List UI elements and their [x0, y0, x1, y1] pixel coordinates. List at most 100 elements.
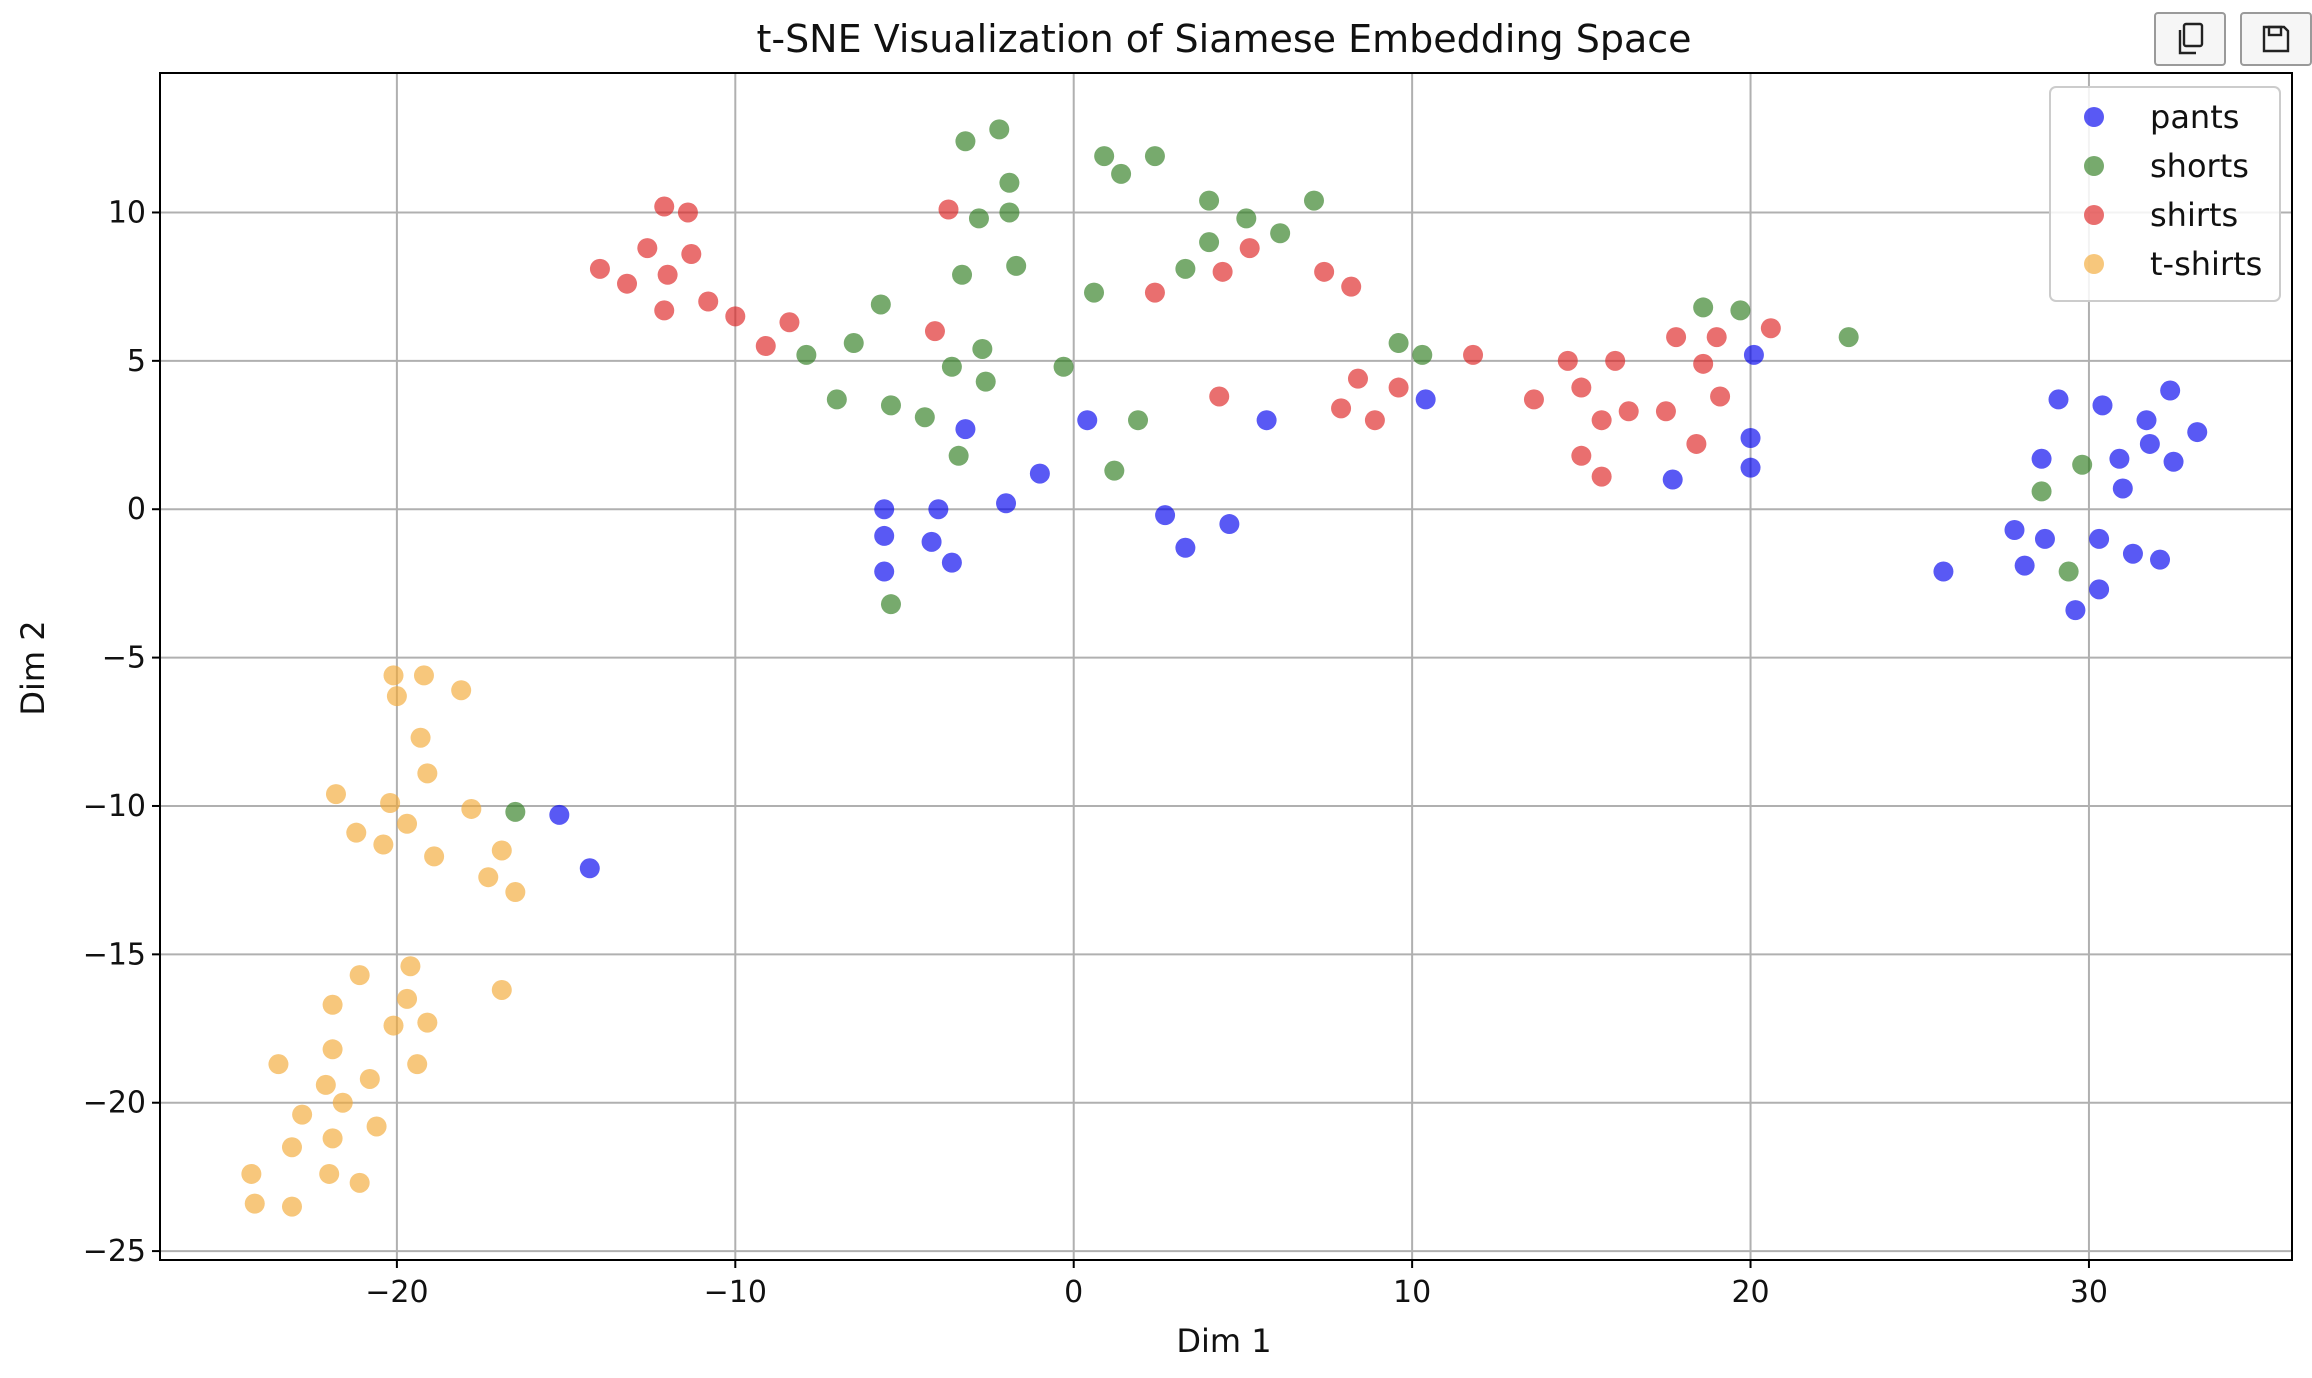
point-pants — [2092, 395, 2113, 416]
point-t-shirts — [461, 798, 482, 819]
point-shorts — [955, 131, 976, 152]
point-pants — [1415, 389, 1436, 410]
point-shorts — [1236, 208, 1257, 229]
point-pants — [1077, 410, 1098, 431]
point-shirts — [725, 306, 746, 327]
point-shorts — [948, 445, 969, 466]
point-pants — [2160, 380, 2181, 401]
legend-label-shirts: shirts — [2150, 196, 2238, 234]
point-shirts — [1571, 445, 1592, 466]
y-tick-label: −15 — [83, 937, 146, 972]
point-pants — [1155, 505, 1176, 526]
point-shorts — [2072, 454, 2093, 475]
point-shorts — [1053, 356, 1074, 377]
copy-icon — [2178, 22, 2204, 55]
point-shorts — [968, 208, 989, 229]
point-shirts — [938, 199, 959, 220]
point-pants — [2089, 579, 2110, 600]
point-shirts — [654, 300, 675, 321]
point-shorts — [999, 202, 1020, 223]
point-shorts — [989, 119, 1010, 140]
point-pants — [928, 499, 949, 520]
y-tick-label: −20 — [83, 1086, 146, 1121]
point-t-shirts — [349, 1172, 370, 1193]
point-pants — [2034, 528, 2055, 549]
point-t-shirts — [424, 846, 445, 867]
point-pants — [2112, 478, 2133, 499]
point-shorts — [1104, 460, 1125, 481]
point-t-shirts — [417, 1012, 438, 1033]
point-shorts — [843, 333, 864, 354]
point-t-shirts — [366, 1116, 387, 1137]
point-shorts — [1303, 190, 1324, 211]
point-shorts — [941, 356, 962, 377]
point-t-shirts — [281, 1137, 302, 1158]
point-pants — [955, 419, 976, 440]
point-shorts — [1128, 410, 1149, 431]
point-shorts — [880, 594, 901, 615]
point-pants — [2048, 389, 2069, 410]
point-shirts — [657, 264, 678, 285]
point-pants — [1743, 344, 1764, 365]
legend-box — [2049, 86, 2281, 302]
point-shorts — [1094, 146, 1115, 167]
point-shirts — [589, 258, 610, 279]
point-pants — [1175, 537, 1196, 558]
point-t-shirts — [383, 1015, 404, 1036]
point-shirts — [617, 273, 638, 294]
point-shorts — [1730, 300, 1751, 321]
point-shorts — [1199, 232, 1220, 253]
point-t-shirts — [386, 686, 407, 707]
point-shorts — [1175, 258, 1196, 279]
point-t-shirts — [268, 1054, 289, 1075]
point-t-shirts — [451, 680, 472, 701]
point-t-shirts — [491, 840, 512, 861]
point-shorts — [1199, 190, 1220, 211]
point-shirts — [1591, 410, 1612, 431]
point-pants — [2065, 600, 2086, 621]
point-shirts — [1331, 398, 1352, 419]
save-button[interactable] — [2240, 12, 2312, 66]
point-pants — [2163, 451, 2184, 472]
point-pants — [921, 531, 942, 552]
point-shirts — [681, 244, 702, 265]
point-shirts — [1686, 433, 1707, 454]
legend-marker-shorts — [2084, 156, 2104, 176]
point-pants — [874, 499, 895, 520]
point-pants — [2109, 448, 2130, 469]
point-shirts — [1347, 368, 1368, 389]
point-shirts — [1314, 261, 1335, 282]
point-shirts — [779, 312, 800, 333]
x-tick-label: 0 — [1064, 1275, 1083, 1310]
legend-marker-pants — [2084, 107, 2104, 127]
point-shirts — [654, 196, 675, 217]
axis-ticks: −20 −10 0 10 20 30 −25 −20 −15 −10 −5 0 5 10 — [83, 195, 2108, 1310]
point-shorts — [880, 395, 901, 416]
point-t-shirts — [380, 793, 401, 814]
legend-marker-t-shirts — [2084, 254, 2104, 274]
point-t-shirts — [397, 813, 418, 834]
y-tick-label: 5 — [127, 344, 146, 379]
point-shirts — [1605, 350, 1626, 371]
point-pants — [2136, 410, 2157, 431]
plot-frame — [159, 72, 2293, 1261]
point-shirts — [1618, 401, 1639, 422]
point-t-shirts — [322, 1128, 343, 1149]
legend-marker-shirts — [2084, 205, 2104, 225]
copy-button[interactable] — [2154, 12, 2226, 66]
point-pants — [2031, 448, 2052, 469]
point-shorts — [952, 264, 973, 285]
point-t-shirts — [383, 665, 404, 686]
point-shirts — [1557, 350, 1578, 371]
point-shorts — [1838, 327, 1859, 348]
point-shorts — [1412, 344, 1433, 365]
point-shorts — [1084, 282, 1105, 303]
point-pants — [1256, 410, 1277, 431]
point-pants — [2139, 433, 2160, 454]
point-shorts — [972, 338, 993, 359]
y-tick-label: 10 — [108, 195, 146, 230]
x-tick-label: 20 — [1731, 1275, 1769, 1310]
point-shirts — [1666, 327, 1687, 348]
point-pants — [2122, 543, 2143, 564]
